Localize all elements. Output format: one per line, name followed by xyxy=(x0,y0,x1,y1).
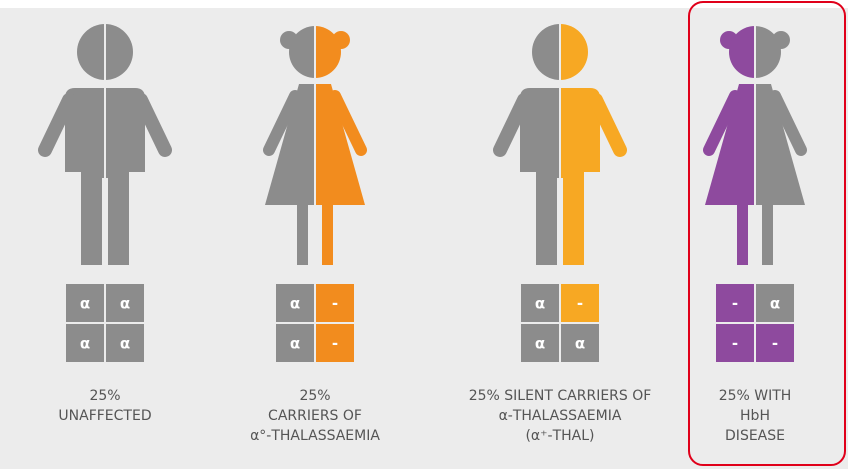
gene-label: α xyxy=(770,295,780,313)
caption-line: α-THALASSAEMIA xyxy=(499,408,622,424)
caption-line: 25% SILENT CARRIERS OF xyxy=(469,388,652,404)
caption-line: 25% xyxy=(299,388,330,404)
gene-label: - xyxy=(732,295,738,313)
caption-line: 25% WITH xyxy=(719,388,792,404)
gene-label: - xyxy=(732,335,738,353)
gene-label: α xyxy=(80,295,90,313)
infographic: α α α α 25% UNAFFECTED α - α - 25% CARRIERS OF α°-TH… xyxy=(0,0,848,469)
gene-label: - xyxy=(332,295,338,313)
gene-label: α xyxy=(120,335,130,353)
caption-line: DISEASE xyxy=(725,428,785,444)
gene-label: α xyxy=(535,295,545,313)
gene-label: α xyxy=(290,295,300,313)
gene-label: - xyxy=(772,335,778,353)
caption-line: (α⁺-THAL) xyxy=(525,428,594,444)
gene-label: α xyxy=(120,295,130,313)
gene-label: α xyxy=(575,335,585,353)
gene-label: α xyxy=(80,335,90,353)
gene-label: - xyxy=(332,335,338,353)
caption-line: CARRIERS OF xyxy=(268,408,362,424)
caption-line: α°-THALASSAEMIA xyxy=(250,428,380,444)
gene-label: α xyxy=(290,335,300,353)
gene-label: - xyxy=(577,295,583,313)
gene-label: α xyxy=(535,335,545,353)
caption-line: HbH xyxy=(740,408,770,424)
caption-line: 25% xyxy=(89,388,120,404)
caption-line: UNAFFECTED xyxy=(58,408,151,424)
page: {"figures": [ {"caption": ["25%", "UNAFF… xyxy=(0,0,848,469)
